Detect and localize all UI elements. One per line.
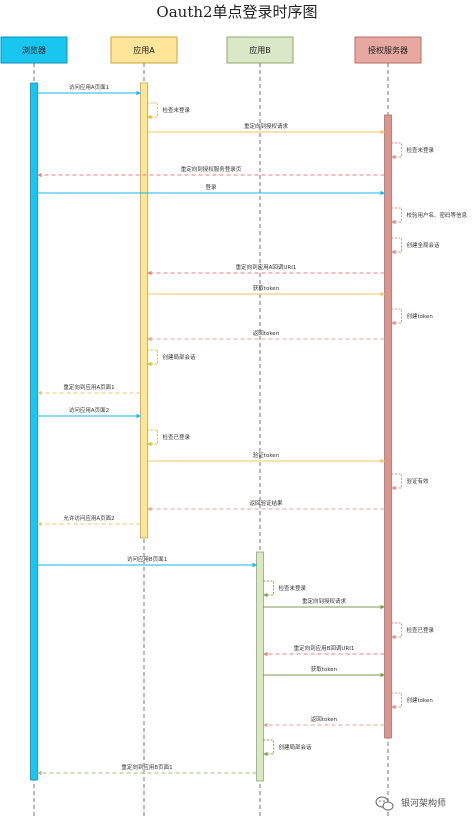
self-call-arrow: [391, 308, 402, 326]
self-call-arrow: [147, 429, 158, 447]
message-label: 验证有效: [407, 477, 430, 485]
message-28: 返回token: [263, 716, 385, 728]
message-label: 检查未登录: [279, 584, 307, 592]
message-label: 创建token: [407, 312, 434, 320]
message-label: 创建局部会话: [279, 743, 313, 751]
activation-bars: [30, 82, 392, 782]
activation-bar-auth: [384, 114, 392, 739]
message-label: 访问应用A页面1: [69, 83, 109, 91]
self-call-arrow: [391, 207, 402, 225]
message-label: 创建局部会话: [163, 353, 197, 361]
self-call-arrow: [263, 739, 274, 757]
message-label: 检查未登录: [407, 146, 435, 154]
message-label: 重定向到应用B页面1: [121, 763, 172, 771]
participant-label: 授权服务器: [368, 45, 408, 55]
participant-appA: 应用A: [110, 36, 178, 64]
messages: 访问应用A页面1检查未登录重定向到授权请求检查未登录重定向到授权服务登录页登录校…: [37, 83, 468, 776]
message-label: 校验用户名、密码等信息: [407, 211, 468, 219]
message-21: 访问应用B页面1: [37, 555, 257, 568]
message-label: 检查已登录: [163, 433, 191, 441]
message-label: 检查未登录: [163, 106, 191, 114]
message-label: 验证token: [253, 451, 280, 459]
message-5: 重定向到授权服务登录页: [37, 165, 385, 178]
participant-auth: 授权服务器: [354, 36, 422, 64]
message-3: 重定向到授权请求: [147, 122, 385, 135]
message-label: 重定向到应用A回调URI1: [236, 263, 297, 271]
self-call-arrow: [391, 473, 402, 491]
message-label: 返回验证结果: [249, 499, 283, 507]
self-call-arrow: [391, 142, 402, 160]
message-label: 重定向到授权服务登录页: [181, 165, 242, 173]
message-1: 访问应用A页面1: [37, 83, 141, 96]
participant-headers: 浏览器 应用A 应用B 授权服务器: [0, 36, 422, 64]
lifelines: [33, 63, 389, 818]
activation-bar-browser: [30, 82, 38, 781]
participant-label: 应用B: [249, 45, 271, 55]
message-27: 创建token: [391, 692, 434, 710]
wechat-icon: [375, 796, 394, 811]
watermark-text: 银河架构师: [401, 797, 446, 809]
message-label: 访问应用B页面1: [127, 555, 167, 563]
message-13: 创建局部会话: [147, 349, 197, 367]
activation-bar-appB: [256, 551, 264, 782]
message-16: 检查已登录: [147, 429, 191, 447]
watermark: 银河架构师: [375, 796, 446, 811]
message-29: 创建局部会话: [263, 739, 313, 757]
message-label: 返回token: [311, 716, 338, 723]
participant-box: [354, 36, 422, 64]
message-19: 返回验证结果: [147, 499, 385, 512]
participant-label: 应用A: [133, 45, 155, 55]
message-11: 创建token: [391, 308, 434, 326]
message-2: 检查未登录: [147, 102, 191, 120]
message-label: 获取token: [311, 665, 338, 673]
message-label: 返回token: [253, 330, 280, 337]
message-label: 重定向到应用B回调URI1: [294, 644, 355, 652]
message-23: 重定向到授权请求: [263, 597, 385, 610]
participant-box: [0, 36, 68, 64]
message-6: 登录: [37, 183, 385, 196]
self-call-arrow: [263, 580, 274, 598]
message-22: 检查未登录: [263, 580, 307, 598]
participant-label: 浏览器: [22, 45, 46, 55]
message-26: 获取token: [263, 665, 385, 678]
message-8: 创建全局会话: [391, 237, 441, 255]
message-20: 允许访问应用A页面2: [37, 514, 141, 527]
message-14: 重定向到应用A页面1: [37, 383, 141, 396]
page-title: Oauth2单点登录时序图: [156, 3, 317, 21]
self-call-arrow: [147, 102, 158, 120]
message-label: 重定向到应用A页面1: [63, 383, 114, 391]
participant-box: [110, 36, 178, 64]
self-call-arrow: [391, 622, 402, 640]
message-label: 登录: [205, 183, 217, 191]
message-label: 访问应用A页面2: [69, 406, 109, 414]
message-label: 检查已登录: [407, 626, 435, 634]
message-30: 重定向到应用B页面1: [37, 763, 257, 776]
message-24: 检查已登录: [391, 622, 435, 640]
message-15: 访问应用A页面2: [37, 406, 141, 419]
message-label: 创建全局会话: [407, 241, 441, 249]
message-12: 返回token: [147, 330, 385, 342]
message-25: 重定向到应用B回调URI1: [263, 644, 385, 657]
message-18: 验证有效: [391, 473, 430, 491]
message-label: 允许访问应用A页面2: [63, 514, 114, 522]
message-label: 获取token: [253, 284, 280, 292]
activation-bar-appA: [140, 82, 148, 539]
message-label: 重定向到授权请求: [244, 122, 289, 130]
message-7: 校验用户名、密码等信息: [391, 207, 468, 225]
self-call-arrow: [391, 237, 402, 255]
message-17: 验证token: [147, 451, 385, 464]
participant-box: [226, 36, 294, 64]
message-4: 检查未登录: [391, 142, 435, 160]
participant-appB: 应用B: [226, 36, 294, 64]
message-label: 重定向到授权请求: [302, 597, 347, 605]
self-call-arrow: [147, 349, 158, 367]
message-label: 创建token: [407, 696, 434, 704]
self-call-arrow: [391, 692, 402, 710]
message-10: 获取token: [147, 284, 385, 297]
participant-browser: 浏览器: [0, 36, 68, 64]
message-9: 重定向到应用A回调URI1: [147, 263, 385, 276]
